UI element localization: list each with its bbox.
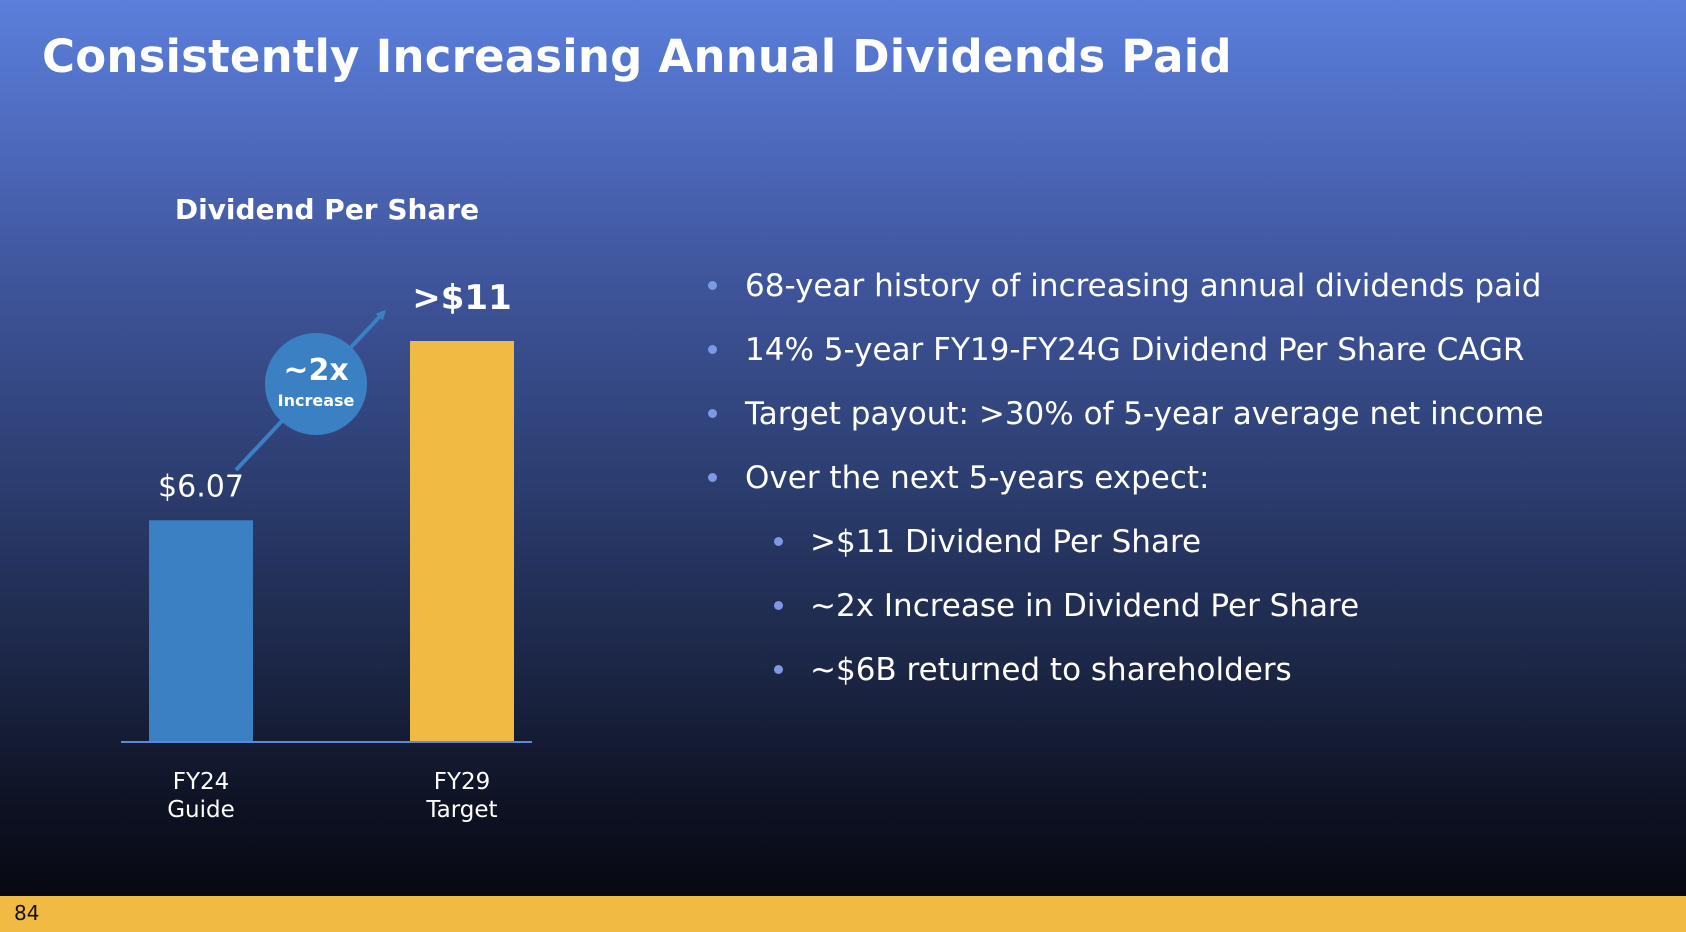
bullet-item: Over the next 5-years expect: <box>708 458 1665 522</box>
bar-fy24 <box>149 520 253 741</box>
page-number: 84 <box>14 901 40 925</box>
badge-caption: Increase <box>278 391 355 410</box>
x-tick-label: Target <box>425 797 497 823</box>
page-title: Consistently Increasing Annual Dividends… <box>42 30 1232 83</box>
badge-multiplier: ~2x <box>283 353 348 388</box>
value-label: $6.07 <box>158 469 244 504</box>
value-label: >$11 <box>412 278 511 318</box>
footer-bar: 84 <box>0 896 1686 932</box>
bullet-item: 14% 5-year FY19-FY24G Dividend Per Share… <box>708 330 1665 394</box>
bullet-list: 68-year history of increasing annual div… <box>708 266 1665 714</box>
bullet-item: 68-year history of increasing annual div… <box>708 266 1665 330</box>
x-tick-label: FY29 <box>434 769 491 795</box>
increase-badge <box>265 333 367 435</box>
sub-bullet-item: >$11 Dividend Per Share <box>745 522 1665 586</box>
sub-bullet-item: ~$6B returned to shareholders <box>745 650 1665 714</box>
chart-title: Dividend Per Share <box>175 193 479 226</box>
x-tick-label: Guide <box>167 797 235 823</box>
bar-fy29 <box>410 341 514 741</box>
sub-bullet-item: ~2x Increase in Dividend Per Share <box>745 586 1665 650</box>
x-tick-label: FY24 <box>173 769 230 795</box>
bullet-item: Target payout: >30% of 5-year average ne… <box>708 394 1665 458</box>
